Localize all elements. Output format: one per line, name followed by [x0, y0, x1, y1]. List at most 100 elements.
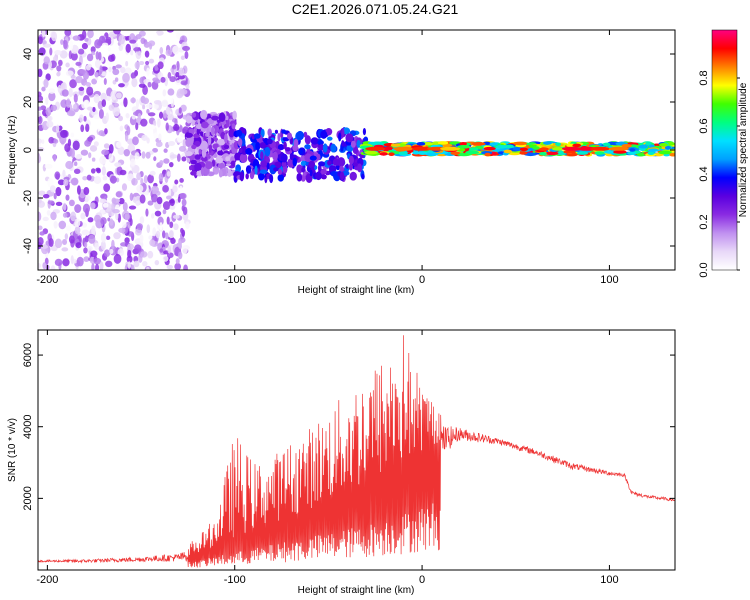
heatmap-cell — [457, 145, 471, 149]
colorbar-tick-label: 0.6 — [698, 118, 710, 133]
heatmap-cell — [608, 146, 629, 151]
heatmap-cell — [68, 87, 73, 98]
heatmap-cell — [135, 34, 142, 40]
heatmap-cell — [165, 195, 172, 200]
heatmap-cell — [159, 159, 164, 166]
heatmap-cell — [124, 213, 130, 221]
heatmap-cell — [118, 115, 123, 122]
heatmap-cell — [173, 223, 179, 231]
heatmap-cell — [88, 152, 92, 159]
heatmap-cell — [82, 203, 91, 214]
heatmap-cell — [129, 39, 137, 44]
heatmap-cell — [70, 255, 74, 265]
heatmap-cell — [69, 79, 77, 89]
heatmap-cell — [49, 185, 56, 193]
heatmap-cell — [114, 77, 119, 82]
heatmap-cell — [86, 106, 93, 111]
heatmap-cell — [167, 72, 172, 79]
heatmap-cell — [53, 154, 57, 162]
heatmap-cell — [169, 204, 176, 210]
heatmap-cell — [135, 200, 140, 206]
heatmap-cell — [208, 143, 213, 153]
heatmap-cell — [638, 144, 649, 149]
heatmap-cell — [38, 95, 44, 103]
heatmap-cell — [134, 61, 140, 70]
heatmap-cell — [180, 55, 185, 61]
heatmap-cell — [122, 72, 130, 83]
heatmap-cell — [154, 79, 161, 84]
heatmap-cell — [147, 174, 154, 184]
heatmap-cell — [90, 168, 96, 174]
heatmap-cell — [38, 190, 46, 196]
heatmap-cell — [46, 120, 54, 128]
heatmap-cell — [93, 214, 101, 223]
heatmap-cell — [76, 185, 81, 195]
heatmap-cell — [177, 75, 186, 80]
heatmap-cell — [134, 244, 142, 253]
heatmap-cell — [118, 227, 126, 233]
heatmap-cell — [158, 173, 164, 182]
heatmap-cell — [38, 153, 41, 163]
heatmap-cell — [230, 160, 236, 166]
heatmap-cell — [54, 171, 61, 180]
heatmap-cell — [153, 99, 162, 105]
heatmap-cell — [93, 257, 102, 265]
heatmap-cell — [103, 78, 107, 86]
x-tick-label: 100 — [600, 574, 618, 586]
heatmap-cell — [320, 174, 327, 180]
heatmap-cell — [99, 261, 104, 270]
heatmap-cell — [576, 151, 589, 155]
heatmap-cell — [277, 144, 285, 151]
heatmap-cell — [41, 86, 46, 92]
heatmap-cell — [62, 169, 66, 178]
heatmap-cell — [186, 157, 191, 164]
heatmap-cell — [218, 112, 226, 122]
heatmap-cell — [115, 262, 120, 270]
heatmap-cell — [91, 263, 95, 270]
heatmap-cell — [103, 143, 110, 149]
heatmap-cell — [70, 177, 79, 186]
heatmap-cell — [304, 135, 311, 145]
heatmap-cell — [181, 156, 187, 162]
heatmap-cell — [38, 262, 41, 269]
heatmap-cell — [627, 151, 637, 156]
heatmap-cell — [123, 149, 130, 157]
heatmap-cell — [64, 233, 69, 240]
heatmap-cell — [112, 68, 120, 76]
heatmap-cell — [349, 171, 357, 181]
heatmap-cell — [156, 118, 161, 128]
heatmap-cell — [503, 149, 513, 154]
heatmap-cell — [245, 148, 253, 155]
heatmap-cell — [38, 142, 41, 148]
heatmap-cell — [86, 53, 94, 62]
heatmap-cell — [495, 144, 508, 149]
heatmap-cell — [183, 264, 188, 270]
heatmap-cell — [175, 32, 182, 39]
heatmap-cell — [225, 115, 229, 121]
heatmap-cell — [107, 54, 115, 62]
heatmap-cell — [72, 140, 80, 151]
heatmap-cell — [58, 220, 67, 230]
heatmap-cell — [123, 97, 128, 108]
heatmap-cell — [54, 238, 63, 249]
heatmap-cell — [108, 152, 114, 162]
heatmap-cell — [153, 32, 158, 39]
heatmap-cell — [450, 151, 460, 156]
heatmap-cell — [83, 81, 92, 87]
heatmap-cell — [139, 216, 145, 224]
heatmap-cell — [75, 61, 82, 66]
heatmap-cell — [94, 59, 101, 69]
heatmap-cell — [555, 142, 562, 146]
heatmap-cell — [117, 146, 125, 156]
heatmap-cell — [53, 192, 57, 200]
heatmap-cell — [101, 99, 107, 107]
heatmap-cell — [296, 130, 305, 141]
heatmap-cell — [258, 173, 265, 181]
heatmap-cell — [115, 64, 122, 69]
heatmap-cell — [181, 245, 188, 254]
heatmap-cell — [102, 202, 109, 208]
heatmap-cell — [277, 174, 284, 182]
colorbar-tick-label: 0.0 — [698, 262, 710, 277]
heatmap-cell — [91, 51, 96, 56]
heatmap-cell — [98, 130, 105, 137]
